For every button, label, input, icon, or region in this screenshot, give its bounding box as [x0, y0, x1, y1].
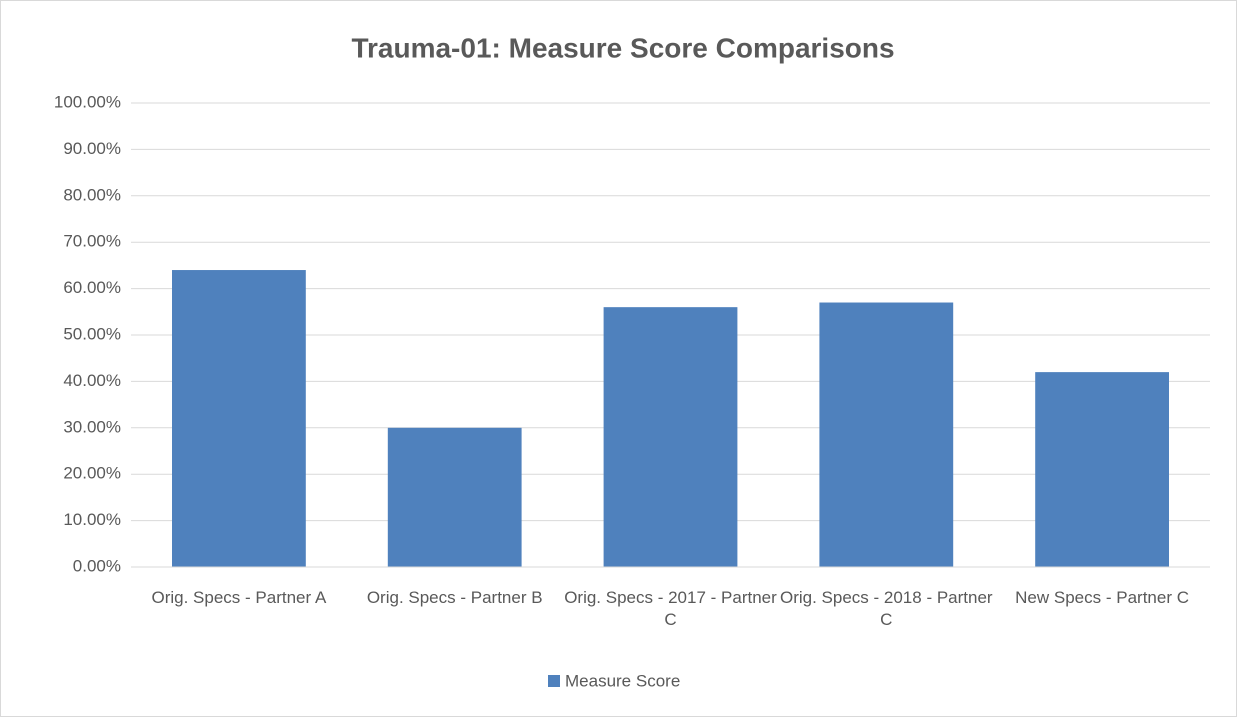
- bar: [1035, 372, 1169, 567]
- y-tick-label: 90.00%: [63, 139, 121, 158]
- x-tick-label: Orig. Specs - 2018 - Partner C: [779, 588, 993, 629]
- x-tick-label: Orig. Specs - Partner B: [366, 588, 543, 607]
- x-tick-label: Orig. Specs - Partner A: [151, 588, 327, 607]
- bar: [819, 302, 954, 567]
- y-tick-label: 80.00%: [63, 185, 121, 204]
- legend-label: Measure Score: [565, 671, 680, 690]
- bar: [603, 307, 738, 567]
- y-tick-label: 60.00%: [63, 278, 121, 297]
- y-tick-label: 10.00%: [63, 510, 121, 529]
- y-tick-label: 20.00%: [63, 464, 121, 483]
- legend-swatch: [548, 675, 560, 687]
- chart-title: Trauma-01: Measure Score Comparisons: [351, 32, 894, 63]
- y-tick-label: 30.00%: [63, 417, 121, 436]
- x-tick-label: New Specs - Partner C: [1015, 588, 1189, 607]
- y-tick-label: 100.00%: [54, 92, 121, 111]
- y-tick-label: 70.00%: [63, 232, 121, 251]
- x-tick-label: Orig. Specs - 2017 - Partner C: [564, 588, 777, 629]
- bar: [387, 427, 522, 567]
- y-tick-label: 40.00%: [63, 371, 121, 390]
- bar: [172, 270, 306, 567]
- y-tick-label: 50.00%: [63, 324, 121, 343]
- y-tick-label: 0.00%: [73, 556, 121, 575]
